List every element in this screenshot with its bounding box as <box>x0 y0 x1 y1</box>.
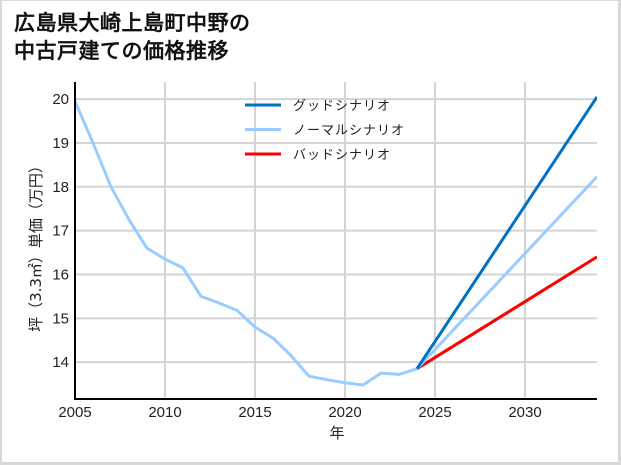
legend-label: グッドシナリオ <box>293 99 391 114</box>
series-line <box>415 96 597 370</box>
x-tick-label: 2010 <box>148 404 181 421</box>
chart-title-line-1: 広島県大崎上島町中野の <box>14 11 251 35</box>
series-line <box>415 175 597 370</box>
x-tick-label: 2015 <box>238 404 271 421</box>
y-tick-label: 19 <box>52 135 69 152</box>
y-tick-label: 17 <box>52 223 69 240</box>
y-tick-label: 20 <box>52 91 69 108</box>
x-tick-label: 2020 <box>328 404 361 421</box>
data-series <box>75 96 597 387</box>
x-tick-label: 2030 <box>508 404 541 421</box>
legend-label: ノーマルシナリオ <box>293 124 405 139</box>
y-axis-title: 坪（3.3㎡）単価（万円） <box>27 158 45 332</box>
x-tick-label: 2025 <box>418 404 451 421</box>
series-line <box>416 255 597 370</box>
gridlines <box>75 82 597 399</box>
y-tick-labels: 14 15 16 17 18 19 20 <box>52 91 69 371</box>
legend-label: バッドシナリオ <box>293 148 391 163</box>
y-tick-label: 16 <box>52 266 69 283</box>
x-tick-labels: 2005 2010 2015 2020 2025 2030 <box>58 404 541 421</box>
x-axis-title: 年 <box>329 424 344 442</box>
chart-title-line-2: 中古戸建ての価格推移 <box>14 39 229 63</box>
y-tick-label: 14 <box>52 354 69 371</box>
chart-title: 広島県大崎上島町中野の 中古戸建ての価格推移 <box>14 9 251 65</box>
y-tick-label: 18 <box>52 179 69 196</box>
series-line <box>75 100 418 387</box>
axes <box>74 82 597 400</box>
x-tick-label: 2005 <box>58 404 91 421</box>
y-tick-label: 15 <box>52 310 69 327</box>
